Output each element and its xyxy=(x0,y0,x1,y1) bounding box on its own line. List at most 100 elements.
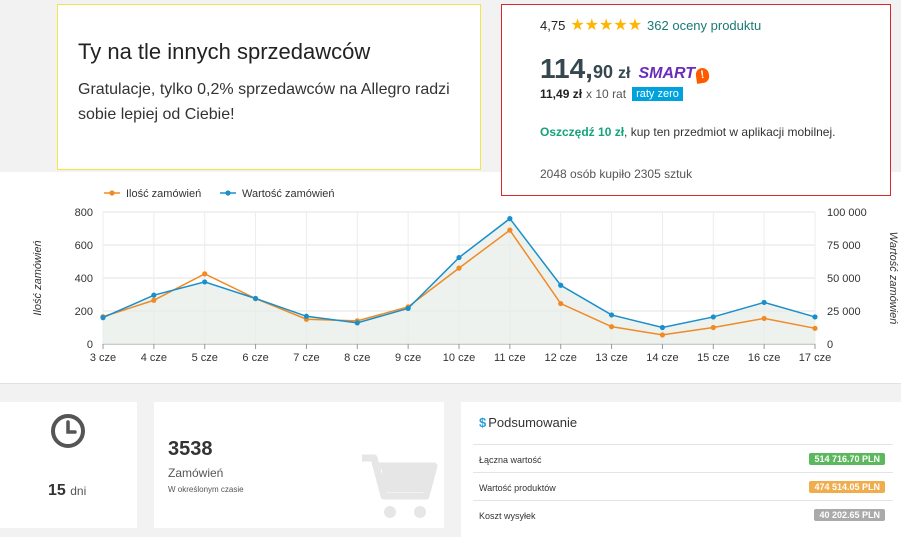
comparison-title: Ty na tle innych sprzedawców xyxy=(78,39,371,64)
legend-marker xyxy=(225,190,231,196)
summary-value-badge: 40 202.65 PLN xyxy=(814,509,885,521)
data-point xyxy=(608,312,615,318)
orders-chart: 0 0 200 25 000 400 50 000 600 75 000 800 100 000 3… xyxy=(32,188,899,364)
cart-icon xyxy=(362,454,438,518)
x-tick-label: 3 cze xyxy=(90,352,116,364)
y-tick-label: 800 xyxy=(75,207,93,219)
legend-marker xyxy=(109,190,115,196)
reviews-link[interactable]: 362 oceny produktu xyxy=(647,17,762,33)
y-tick-label: 0 xyxy=(87,339,93,351)
sold-count: 2048 osób kupiło 2305 sztuk xyxy=(540,167,693,181)
x-tick-label: 14 cze xyxy=(646,352,678,364)
x-tick-label: 6 cze xyxy=(242,352,268,364)
data-point xyxy=(354,320,360,326)
x-tick-label: 15 cze xyxy=(697,352,729,364)
summary-row-shipping: Koszt wysyłek 40 202.65 PLN xyxy=(473,500,893,528)
dollar-icon: $ xyxy=(479,415,487,430)
discount-amount: Oszczędź 10 zł xyxy=(540,125,625,139)
y2-tick-label: 75 000 xyxy=(827,240,861,252)
y2-tick-label: 50 000 xyxy=(827,273,861,285)
data-point xyxy=(151,297,157,303)
orders-chart-panel: 0 0 200 25 000 400 50 000 600 75 000 800 100 000 3… xyxy=(0,172,901,384)
price-integer: 114, xyxy=(540,53,593,84)
days-value: 15 xyxy=(48,482,66,499)
comparison-text: Gratulacje, tylko 0,2% sprzedawców na Al… xyxy=(78,81,450,123)
y2-tick-label: 100 000 xyxy=(827,207,867,219)
smart-badge-icon: ! xyxy=(695,67,711,84)
discount-text: , kup ten przedmiot w aplikacji mobilnej… xyxy=(624,125,836,139)
data-point xyxy=(812,325,818,331)
comparison-card: Ty na tle innych sprzedawców Gratulacje,… xyxy=(57,4,481,170)
y2-tick-label: 25 000 xyxy=(827,306,861,318)
data-point xyxy=(710,314,716,320)
summary-row-products: Wartość produktów 474 514.05 PLN xyxy=(473,472,893,500)
y-tick-label: 400 xyxy=(75,273,93,285)
price-fraction: 90 xyxy=(592,62,613,82)
x-tick-label: 7 cze xyxy=(293,352,319,364)
data-point xyxy=(761,315,767,322)
data-point xyxy=(558,300,564,307)
orders-label: Zamówień xyxy=(168,466,224,480)
summary-title-text: Podsumowanie xyxy=(488,415,578,430)
product-card: 4,75 ★★★★★ 362 oceny produktu 114, 90 zł… xyxy=(501,4,891,196)
summary-value-badge: 474 514.05 PLN xyxy=(809,481,885,493)
data-point xyxy=(456,265,462,271)
y-tick-label: 600 xyxy=(75,240,93,252)
data-point xyxy=(659,332,666,338)
summary-value-badge: 514 716.70 PLN xyxy=(809,453,885,465)
x-tick-label: 5 cze xyxy=(192,352,218,364)
data-point xyxy=(558,282,564,288)
installment-count: x 10 rat xyxy=(586,87,627,101)
summary-label: Łączna wartość xyxy=(479,455,542,465)
orders-subtitle: W określonym czasie xyxy=(168,485,244,494)
x-tick-label: 4 cze xyxy=(141,352,167,364)
legend-label: Wartość zamówień xyxy=(242,188,335,200)
x-tick-label: 10 cze xyxy=(443,352,475,364)
data-point xyxy=(303,313,310,319)
x-tick-label: 17 cze xyxy=(799,352,831,364)
data-point xyxy=(202,271,208,277)
summary-row-total: Łączna wartość 514 716.70 PLN xyxy=(473,444,893,472)
days-unit: dni xyxy=(70,484,87,498)
y-tick-label: 200 xyxy=(75,306,93,318)
installments-row: 11,49 zł x 10 rat raty zero xyxy=(540,87,890,101)
series-area xyxy=(103,218,815,344)
period-card xyxy=(0,402,137,528)
y-axis-title: Ilość zamówień xyxy=(32,240,44,315)
summary-title: $ Podsumowanie xyxy=(479,415,577,430)
data-point xyxy=(202,279,208,285)
x-tick-label: 9 cze xyxy=(395,352,421,364)
data-point xyxy=(710,324,716,331)
data-point xyxy=(456,254,462,261)
data-point xyxy=(151,292,157,298)
x-tick-label: 11 cze xyxy=(494,352,526,364)
smart-logo: SMART xyxy=(638,65,696,82)
legend-label: Ilość zamówień xyxy=(126,188,201,200)
clock-icon xyxy=(51,414,85,448)
rating-row: 4,75 ★★★★★ 362 oceny produktu xyxy=(540,15,890,35)
period-days: 15 dni xyxy=(48,482,86,500)
installment-amount: 11,49 zł xyxy=(540,87,583,101)
data-point xyxy=(100,315,106,321)
data-point xyxy=(761,299,767,306)
orders-card: 3538 Zamówień W określonym czasie xyxy=(154,402,444,528)
rating-stars-icon: ★★★★★ xyxy=(570,17,643,34)
price-row: 114, 90 zł SMART ! xyxy=(540,53,890,85)
summary-label: Wartość produktów xyxy=(479,483,556,493)
summary-card: $ Podsumowanie Łączna wartość 514 716.70 … xyxy=(461,402,901,537)
data-point xyxy=(252,295,259,302)
y2-axis-title: Wartość zamówień xyxy=(887,232,899,325)
data-point xyxy=(608,324,615,330)
orders-count: 3538 xyxy=(168,438,213,460)
data-point xyxy=(659,324,666,331)
x-tick-label: 16 cze xyxy=(748,352,780,364)
data-point xyxy=(812,314,818,320)
summary-label: Koszt wysyłek xyxy=(479,511,536,521)
data-point xyxy=(507,216,513,222)
data-point xyxy=(405,305,411,311)
y2-tick-label: 0 xyxy=(827,339,833,351)
price-currency: zł xyxy=(617,65,631,82)
rating-value: 4,75 xyxy=(540,17,566,33)
x-tick-label: 8 cze xyxy=(344,352,370,364)
installment-tag[interactable]: raty zero xyxy=(632,87,683,101)
